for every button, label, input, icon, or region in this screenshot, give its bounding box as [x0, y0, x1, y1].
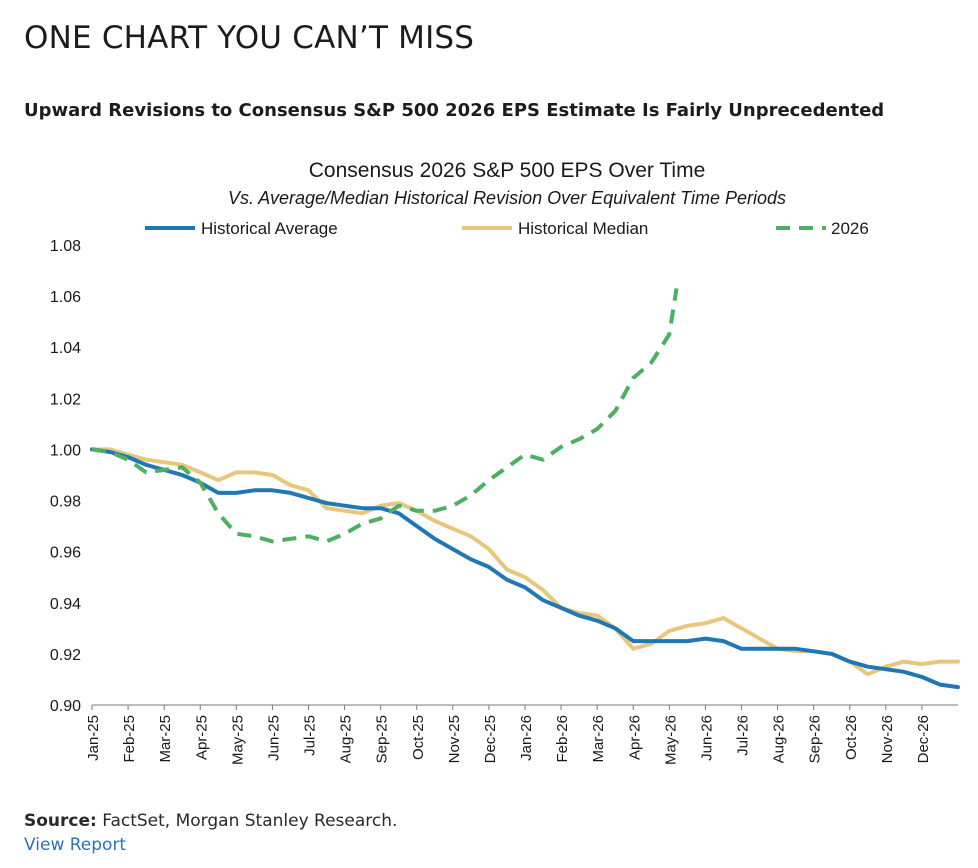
chart-subtitle: Vs. Average/Median Historical Revision O… [228, 188, 786, 208]
x-tick-label: Feb-25 [121, 715, 138, 763]
x-tick-label: May-25 [229, 715, 246, 765]
y-tick-label: 1.06 [50, 289, 81, 306]
y-axis: 0.90 0.92 0.94 0.96 0.98 1.00 1.02 1.04 1.06 1.08 [50, 238, 81, 715]
x-tick-label: Nov-26 [879, 715, 896, 763]
y-tick-label: 0.92 [50, 647, 81, 664]
legend-label: Historical Median [518, 219, 648, 238]
y-tick-label: 0.96 [50, 545, 81, 562]
x-tick-label: Oct-25 [410, 715, 427, 760]
series-line-historical-median [90, 447, 960, 677]
x-tick-label: Nov-25 [446, 715, 463, 763]
x-tick-label: Oct-26 [843, 715, 860, 760]
x-tick-label: Apr-25 [193, 715, 210, 760]
headline: ONE CHART YOU CAN’T MISS [24, 20, 475, 56]
x-axis: Jan-25 Feb-25 Mar-25 Apr-25 May-25 Jun-25 Jul-… [85, 704, 958, 765]
y-tick-label: 1.00 [50, 442, 81, 459]
x-tick-label: Mar-25 [157, 715, 174, 763]
x-tick-label: Jan-25 [85, 715, 102, 761]
series-line-2026 [91, 288, 679, 544]
subheadline: Upward Revisions to Consensus S&P 500 20… [24, 100, 885, 121]
x-tick-label: Feb-26 [554, 715, 571, 763]
y-tick-label: 0.90 [50, 698, 81, 715]
eps-line-chart: Consensus 2026 S&P 500 EPS Over Time Vs.… [50, 159, 960, 765]
series-line-historical-average [90, 447, 960, 690]
chart-container: Consensus 2026 S&P 500 EPS Over Time Vs.… [0, 140, 978, 800]
source-note: Source: FactSet, Morgan Stanley Research… [24, 811, 397, 831]
source-label: Source: [24, 811, 97, 831]
y-tick-label: 0.98 [50, 494, 81, 511]
x-tick-label: Jun-26 [698, 715, 715, 761]
x-tick-label: Apr-26 [626, 715, 643, 760]
x-tick-label: Jun-25 [265, 715, 282, 761]
x-tick-label: Aug-26 [771, 715, 788, 763]
x-tick-label: Sep-25 [374, 715, 391, 763]
legend-label: 2026 [831, 219, 869, 238]
series-layer [90, 288, 960, 690]
y-tick-label: 1.04 [50, 340, 81, 357]
y-tick-label: 0.94 [50, 596, 81, 613]
view-report-link[interactable]: View Report [24, 835, 127, 855]
x-tick-label: Dec-25 [482, 715, 499, 763]
x-tick-label: Jan-26 [518, 715, 535, 761]
chart-legend: Historical Average Historical Median 2026 [145, 219, 869, 238]
x-tick-label: May-26 [662, 715, 679, 765]
y-tick-label: 1.08 [50, 238, 81, 255]
x-tick-label: Jul-26 [735, 715, 752, 756]
chart-title: Consensus 2026 S&P 500 EPS Over Time [309, 159, 706, 182]
legend-label: Historical Average [201, 219, 338, 238]
x-tick-label: Aug-25 [338, 715, 355, 763]
source-text: FactSet, Morgan Stanley Research. [102, 811, 398, 831]
x-tick-label: Sep-26 [807, 715, 824, 763]
x-tick-label: Jul-25 [302, 715, 319, 756]
x-tick-label: Dec-26 [915, 715, 932, 763]
x-tick-label: Mar-26 [590, 715, 607, 763]
y-tick-label: 1.02 [50, 391, 81, 408]
